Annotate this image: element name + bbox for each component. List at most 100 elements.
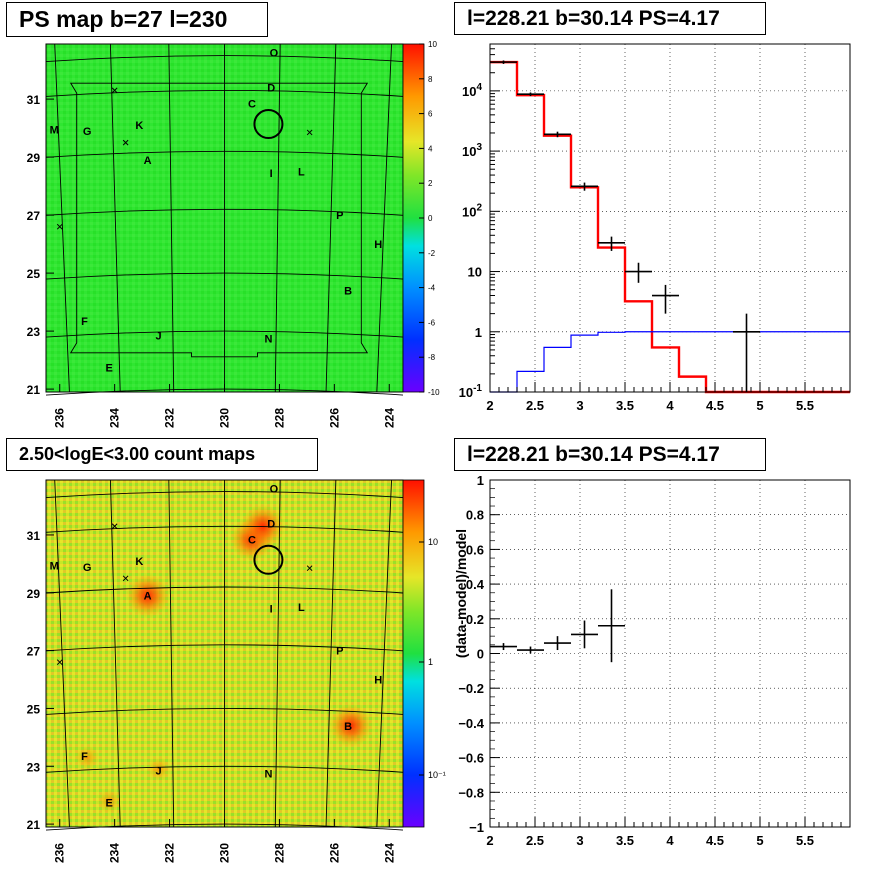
longitude-line: [109, 43, 121, 393]
y-tick-label: −0.2: [458, 681, 484, 696]
source-label-C: C: [248, 98, 256, 110]
y-tick-label: −0.4: [458, 716, 484, 731]
x-tick-label: 232: [163, 843, 177, 863]
y-tick-label: 0.2: [466, 612, 484, 627]
y-tick-label: 29: [27, 587, 41, 601]
source-label-G: G: [83, 126, 92, 138]
source-label-F: F: [81, 316, 88, 328]
source-label-M: M: [50, 125, 59, 137]
source-cross: [111, 87, 118, 94]
spectrum-title: l=228.21 b=30.14 PS=4.17: [454, 2, 766, 35]
y-tick-base: 10: [462, 84, 476, 99]
y-tick-exponent: 2: [476, 202, 482, 213]
x-tick-label: 226: [327, 843, 341, 863]
count-map-title: 2.50<logE<3.00 count maps: [6, 438, 318, 471]
colorbar-tick-label: -10: [428, 388, 440, 397]
colorbar: [403, 44, 424, 392]
longitude-line: [168, 43, 175, 393]
source-label-B: B: [344, 286, 352, 298]
y-tick-label: 103: [462, 142, 482, 159]
x-tick-label: 234: [108, 408, 122, 428]
y-tick-label: 21: [27, 818, 41, 832]
x-tick-label: 230: [218, 408, 232, 428]
x-tick-label: 4.5: [706, 398, 724, 413]
longitude-line: [109, 479, 121, 828]
source-label-M: M: [50, 560, 59, 572]
source-label-J: J: [156, 330, 162, 342]
source-label-A: A: [144, 591, 152, 603]
source-label-P: P: [336, 210, 343, 222]
source-label-F: F: [81, 751, 88, 763]
y-tick-base: 10: [459, 385, 473, 400]
longitude-line: [325, 479, 337, 828]
colorbar-tick-label: 0: [428, 214, 433, 223]
y-tick-label: 31: [27, 529, 41, 543]
source-label-I: I: [270, 604, 273, 616]
x-tick-label: 5.5: [796, 398, 814, 413]
x-tick-label: 226: [327, 408, 341, 428]
y-tick-exponent: 3: [476, 142, 482, 153]
y-tick-label: 27: [27, 209, 41, 223]
highlight-circle: [253, 544, 284, 575]
source-cross: [56, 223, 63, 230]
longitude-line: [168, 479, 175, 828]
y-tick-label: 0.8: [466, 508, 484, 523]
x-tick-label: 2.5: [526, 398, 544, 413]
y-tick-exponent: -1: [473, 383, 482, 394]
y-tick-label: 1: [475, 325, 482, 340]
x-tick-label: 5: [756, 398, 763, 413]
count-map-panel: O DC M G K A I L P H B F J N E 236 234 232 230 228 226 224 31 2…: [27, 479, 446, 863]
source-cross: [306, 129, 313, 136]
y-tick-label: 0.6: [466, 542, 484, 557]
y-tick-label: 104: [462, 82, 482, 99]
colorbar-tick-label: -2: [428, 249, 436, 258]
y-tick-label: 10-1: [459, 383, 483, 400]
y-tick-label: 23: [27, 760, 41, 774]
y-tick-base: 10: [462, 204, 476, 219]
residual-title: l=228.21 b=30.14 PS=4.17: [454, 438, 766, 471]
y-tick-label: 21: [27, 383, 41, 397]
source-label-L: L: [298, 167, 305, 179]
colorbar-tick-label: 10: [428, 40, 437, 49]
x-tick-label: 2: [486, 833, 493, 848]
colorbar-tick-label: 10⁻¹: [428, 770, 446, 780]
hotspot-E: [97, 788, 122, 813]
longitude-line: [376, 479, 392, 828]
residual-ylabel: (data-model)/model: [453, 529, 469, 658]
x-tick-label: 5: [756, 833, 763, 848]
colorbar-tick-label: 10: [428, 537, 438, 547]
source-cross: [122, 575, 129, 582]
region-outline: [69, 82, 369, 358]
colorbar-tick-label: -6: [428, 318, 436, 327]
x-tick-label: 3: [576, 833, 583, 848]
y-tick-label: 23: [27, 325, 41, 339]
source-label-H: H: [374, 239, 382, 251]
source-label-J: J: [156, 766, 162, 778]
y-tick-label: 31: [27, 93, 41, 107]
source-label-P: P: [336, 646, 343, 658]
source-cross: [111, 523, 118, 530]
ps-map-title: PS map b=27 l=230: [6, 2, 268, 37]
model-histogram: [490, 60, 850, 394]
x-tick-label: 3.5: [616, 833, 634, 848]
colorbar-tick-label: -4: [428, 284, 436, 293]
x-tick-label: 5.5: [796, 833, 814, 848]
y-tick-label: −0.8: [458, 785, 484, 800]
source-label-O: O: [270, 484, 279, 496]
source-label-H: H: [374, 675, 382, 687]
source-label-E: E: [105, 362, 112, 374]
y-tick-label: 102: [462, 202, 482, 219]
colorbar-tick-label: 2: [428, 179, 433, 188]
y-tick-exponent: 4: [476, 82, 482, 93]
colorbar-tick-label: -8: [428, 353, 436, 362]
x-tick-label: 3.5: [616, 398, 634, 413]
source-label-D: D: [267, 518, 275, 530]
source-label-I: I: [270, 168, 273, 180]
source-label-L: L: [298, 602, 305, 614]
colorbar-tick-label: 8: [428, 75, 433, 84]
y-tick-label: 10: [468, 265, 482, 280]
colorbar-tick-label: 6: [428, 110, 433, 119]
source-cross: [306, 565, 313, 572]
